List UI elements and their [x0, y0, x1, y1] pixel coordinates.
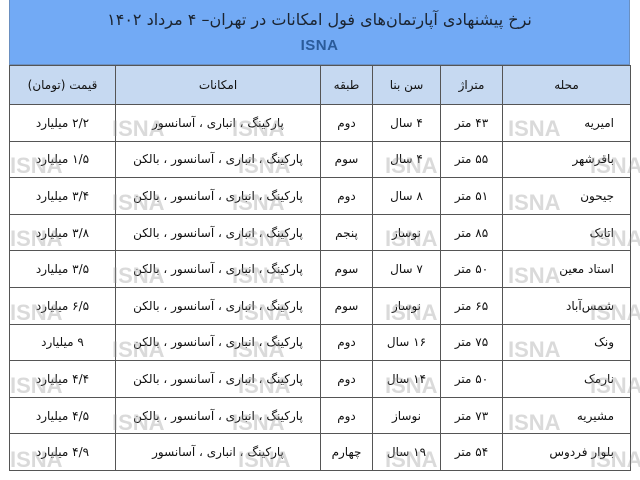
cell-price: ۳/۸ میلیارد [9, 213, 116, 252]
table-row: جیحون ۵۱ متر ۸ سال دوم پارکینگ ، انباری ، آس… [9, 177, 631, 215]
cell-amenities: پارکینگ ، انباری ، آسانسور [115, 433, 321, 471]
column-header-neighborhood: محله [502, 65, 631, 105]
price-table-document: نرخ پیشنهادی آپارتمان‌های فول امکانات در… [9, 0, 631, 480]
cell-floor: دوم [320, 360, 373, 398]
cell-amenities: پارکینگ ، انباری ، آسانسور ، بالکن [115, 213, 321, 252]
column-header-building-age: سن بنا [372, 65, 441, 105]
cell-amenities: پارکینگ ، انباری ، آسانسور [115, 104, 321, 142]
cell-building-age: ۴ سال [372, 140, 441, 179]
cell-area: ۷۳ متر [440, 396, 503, 435]
cell-neighborhood: ونک [502, 323, 631, 362]
cell-area: ۵۴ متر [440, 433, 503, 471]
apartment-price-table: محله متراژ سن بنا طبقه امکانات قیمت (تومان) ا… [9, 65, 631, 471]
cell-price: ۳/۴ میلیارد [9, 177, 116, 215]
table-row: مشیریه ۷۳ متر نوساز دوم پارکینگ ، انباری ، آ… [9, 396, 631, 435]
cell-floor: سوم [320, 286, 373, 325]
column-header-floor: طبقه [320, 65, 373, 105]
cell-price: ۲/۲ میلیارد [9, 104, 116, 142]
cell-floor: دوم [320, 396, 373, 435]
cell-floor: چهارم [320, 433, 373, 471]
cell-building-age: ۱۴ سال [372, 360, 441, 398]
cell-price: ۴/۴ میلیارد [9, 360, 116, 398]
cell-neighborhood: اتابک [502, 213, 631, 252]
cell-area: ۸۵ متر [440, 213, 503, 252]
cell-floor: دوم [320, 323, 373, 362]
cell-area: ۵۵ متر [440, 140, 503, 179]
table-row: اتابک ۸۵ متر نوساز پنجم پارکینگ ، انباری ، آ… [9, 213, 631, 252]
cell-neighborhood: جیحون [502, 177, 631, 215]
cell-neighborhood: امیریه [502, 104, 631, 142]
cell-neighborhood: بلوار فردوس [502, 433, 631, 471]
cell-price: ۴/۵ میلیارد [9, 396, 116, 435]
cell-neighborhood: شمس‌آباد [502, 286, 631, 325]
cell-building-age: ۱۶ سال [372, 323, 441, 362]
cell-amenities: پارکینگ ، انباری ، آسانسور ، بالکن [115, 396, 321, 435]
column-header-area: متراژ [440, 65, 503, 105]
cell-neighborhood: باقرشهر [502, 140, 631, 179]
cell-area: ۶۵ متر [440, 286, 503, 325]
cell-building-age: ۷ سال [372, 250, 441, 288]
table-row: نارمک ۵۰ متر ۱۴ سال دوم پارکینگ ، انباری ، آ… [9, 360, 631, 398]
cell-neighborhood: نارمک [502, 360, 631, 398]
cell-building-age: ۴ سال [372, 104, 441, 142]
cell-amenities: پارکینگ ، انباری ، آسانسور ، بالکن [115, 250, 321, 288]
cell-area: ۵۰ متر [440, 250, 503, 288]
table-row: باقرشهر ۵۵ متر ۴ سال سوم پارکینگ ، انباری ، … [9, 140, 631, 179]
cell-price: ۳/۵ میلیارد [9, 250, 116, 288]
cell-price: ۴/۹ میلیارد [9, 433, 116, 471]
brand-logo: ISNA [300, 37, 339, 54]
cell-building-age: نوساز [372, 286, 441, 325]
cell-amenities: پارکینگ ، انباری ، آسانسور ، بالکن [115, 140, 321, 179]
table-header-row: محله متراژ سن بنا طبقه امکانات قیمت (تومان) [9, 65, 631, 105]
cell-price: ۹ میلیارد [9, 323, 116, 362]
table-row: شمس‌آباد ۶۵ متر نوساز سوم پارکینگ ، انباری ،… [9, 286, 631, 325]
cell-price: ۶/۵ میلیارد [9, 286, 116, 325]
column-header-amenities: امکانات [115, 65, 321, 105]
page-title: نرخ پیشنهادی آپارتمان‌های فول امکانات در… [107, 10, 532, 29]
cell-building-age: نوساز [372, 213, 441, 252]
cell-area: ۵۰ متر [440, 360, 503, 398]
cell-building-age: ۱۹ سال [372, 433, 441, 471]
table-row: امیریه ۴۳ متر ۴ سال دوم پارکینگ ، انباری ، آ… [9, 104, 631, 142]
cell-area: ۴۳ متر [440, 104, 503, 142]
cell-floor: پنجم [320, 213, 373, 252]
table-row: ونک ۷۵ متر ۱۶ سال دوم پارکینگ ، انباری ، آسا… [9, 323, 631, 362]
cell-floor: سوم [320, 250, 373, 288]
cell-neighborhood: استاد معین [502, 250, 631, 288]
table-row: بلوار فردوس ۵۴ متر ۱۹ سال چهارم پارکینگ ، ان… [9, 433, 631, 471]
cell-neighborhood: مشیریه [502, 396, 631, 435]
cell-floor: دوم [320, 177, 373, 215]
cell-amenities: پارکینگ ، انباری ، آسانسور ، بالکن [115, 323, 321, 362]
cell-amenities: پارکینگ ، انباری ، آسانسور ، بالکن [115, 177, 321, 215]
table-row: استاد معین ۵۰ متر ۷ سال سوم پارکینگ ، انباری… [9, 250, 631, 288]
column-header-price: قیمت (تومان) [9, 65, 116, 105]
cell-amenities: پارکینگ ، انباری ، آسانسور ، بالکن [115, 286, 321, 325]
title-band: نرخ پیشنهادی آپارتمان‌های فول امکانات در… [9, 0, 630, 65]
cell-floor: سوم [320, 140, 373, 179]
cell-building-age: نوساز [372, 396, 441, 435]
cell-price: ۱/۵ میلیارد [9, 140, 116, 179]
cell-building-age: ۸ سال [372, 177, 441, 215]
cell-area: ۵۱ متر [440, 177, 503, 215]
cell-amenities: پارکینگ ، انباری ، آسانسور ، بالکن [115, 360, 321, 398]
cell-floor: دوم [320, 104, 373, 142]
cell-area: ۷۵ متر [440, 323, 503, 362]
